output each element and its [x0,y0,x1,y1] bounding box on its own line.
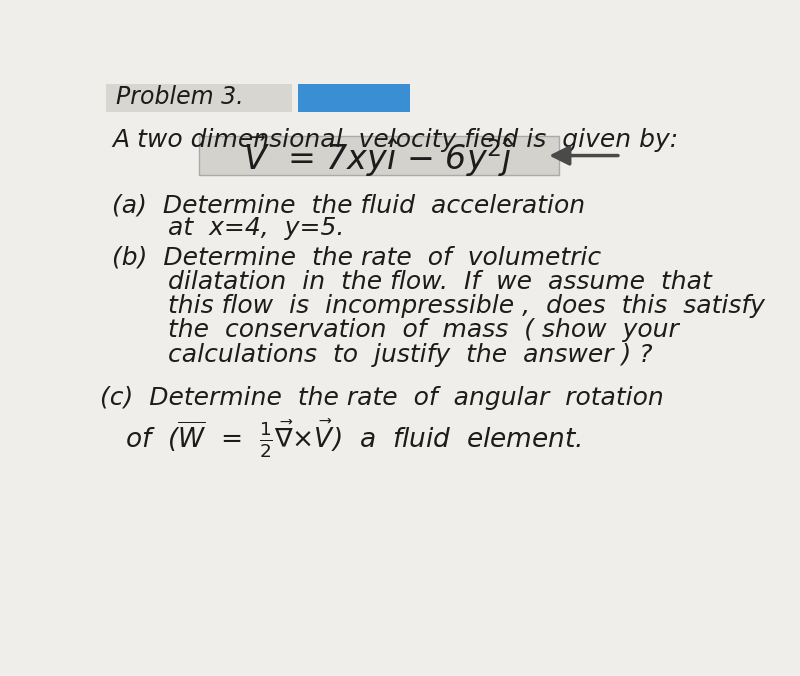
Text: (b)  Determine  the rate  of  volumetric: (b) Determine the rate of volumetric [112,245,602,269]
Text: at  x=4,  y=5.: at x=4, y=5. [112,216,345,241]
Text: dilatation  in  the flow.  If  we  assume  that: dilatation in the flow. If we assume tha… [112,270,712,293]
Text: the  conservation  of  mass  ( show  your: the conservation of mass ( show your [112,318,679,343]
Bar [106,84,292,112]
Text: Problem 3.: Problem 3. [115,84,243,109]
Text: (a)  Determine  the fluid  acceleration: (a) Determine the fluid acceleration [112,193,586,217]
Text: $\vec{\mathit{V}}$  = 7xy$\hat{\imath}$ $-$ 6y$^2$$\hat{\jmath}$: $\vec{\mathit{V}}$ = 7xy$\hat{\imath}$ $… [243,132,515,179]
Text: A two dimensional  velocity field is  given by:: A two dimensional velocity field is give… [112,128,678,152]
Bar [199,136,558,175]
Text: this flow  is  incompressible ,  does  this  satisfy: this flow is incompressible , does this … [112,294,766,318]
Text: (c)  Determine  the rate  of  angular  rotation: (c) Determine the rate of angular rotati… [100,385,664,410]
Text: of  ($\overline{W}$  =  $\frac{1}{2}$$\vec{\nabla}$$\times$$\vec{V}$)  a  fluid : of ($\overline{W}$ = $\frac{1}{2}$$\vec{… [125,417,582,460]
Text: calculations  to  justify  the  answer ) ?: calculations to justify the answer ) ? [112,343,653,367]
Bar [298,84,410,112]
